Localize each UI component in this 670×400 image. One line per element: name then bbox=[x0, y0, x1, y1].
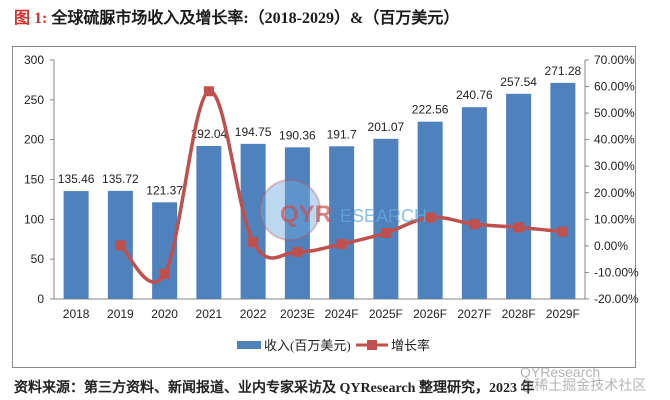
chart-frame bbox=[12, 46, 636, 368]
revenue-bar bbox=[196, 146, 222, 299]
legend-label-revenue: 收入(百万美元) bbox=[264, 338, 351, 353]
revenue-data-label: 190.36 bbox=[279, 128, 316, 142]
right-axis-tick: 70.00% bbox=[594, 53, 635, 67]
growth-rate-marker bbox=[336, 239, 347, 250]
legend-swatch-revenue bbox=[237, 341, 261, 349]
watermark-line-1: QYResearch bbox=[520, 364, 601, 380]
left-axis-tick: 100 bbox=[24, 212, 44, 226]
revenue-bar bbox=[506, 93, 532, 299]
left-axis-tick: 300 bbox=[24, 53, 44, 67]
growth-rate-line bbox=[115, 86, 568, 284]
left-axis-tick: 150 bbox=[24, 173, 44, 187]
x-axis-label: 2026F bbox=[413, 307, 447, 321]
revenue-data-label: 271.28 bbox=[545, 64, 582, 78]
x-axis-label: 2020 bbox=[151, 307, 178, 321]
x-axis-label: 2025F bbox=[369, 307, 403, 321]
left-axis-tick: 200 bbox=[24, 133, 44, 147]
revenue-data-labels: 135.46 135.72 121.37 192.04 194.75 190.36 191.… bbox=[58, 64, 582, 197]
growth-rate-marker bbox=[513, 222, 524, 233]
revenue-bar bbox=[63, 191, 89, 299]
watermark-line-2: @稀土掘金技术社区 bbox=[520, 377, 647, 393]
right-axis-tick: 10.00% bbox=[594, 212, 635, 226]
revenue-data-label: 121.37 bbox=[146, 183, 183, 197]
revenue-bar bbox=[373, 138, 399, 299]
corner-watermark: QYResearch @稀土掘金技术社区 bbox=[520, 364, 647, 393]
x-axis-label: 2027F bbox=[457, 307, 491, 321]
figure-title: 全球硫脲市场收入及增长率:（2018-2029）&（百万美元） bbox=[51, 10, 460, 27]
growth-rate-marker bbox=[292, 246, 303, 257]
right-axis-tick: 20.00% bbox=[594, 186, 635, 200]
revenue-bar bbox=[284, 147, 310, 299]
revenue-data-label: 191.7 bbox=[327, 127, 357, 141]
revenue-data-label: 222.56 bbox=[412, 103, 449, 117]
x-axis-label: 2024F bbox=[325, 307, 359, 321]
x-axis-label: 2028F bbox=[502, 307, 536, 321]
revenue-bar bbox=[417, 121, 443, 299]
revenue-data-label: 201.07 bbox=[368, 120, 405, 134]
right-axis-tick: -20.00% bbox=[594, 292, 639, 306]
growth-rate-marker bbox=[115, 240, 126, 251]
revenue-data-label: 194.75 bbox=[235, 125, 272, 139]
right-axis-tick: 0.00% bbox=[594, 239, 628, 253]
x-axis-label: 2023E bbox=[280, 307, 315, 321]
growth-rate-marker bbox=[248, 237, 259, 248]
legend-swatch-growth-marker bbox=[367, 340, 377, 350]
revenue-data-label: 135.72 bbox=[102, 172, 139, 186]
x-axis-label: 2018 bbox=[63, 307, 90, 321]
legend-label-growth: 增长率 bbox=[391, 338, 430, 353]
growth-rate-marker bbox=[203, 86, 214, 97]
x-axis-label: 2021 bbox=[196, 307, 223, 321]
right-axis-tick: 30.00% bbox=[594, 159, 635, 173]
right-axis-tick: 60.00% bbox=[594, 80, 635, 94]
source-note: 资料来源：第三方资料、新闻报道、业内专家采访及 QYResearch 整理研究，… bbox=[14, 381, 535, 396]
growth-rate-marker bbox=[425, 212, 436, 223]
revenue-data-label: 135.46 bbox=[58, 172, 95, 186]
right-axis-tick: 40.00% bbox=[594, 133, 635, 147]
x-axis-labels: 2018 2019 2020 2021 2022 2023E 2024F 2025F 2026F… bbox=[63, 307, 580, 321]
revenue-bars bbox=[63, 82, 576, 299]
x-axis-label: 2019 bbox=[107, 307, 134, 321]
left-y-axis: 0 50 100 150 200 250 300 bbox=[24, 53, 585, 306]
x-axis-label: 2022 bbox=[240, 307, 267, 321]
right-axis-tick: 50.00% bbox=[594, 106, 635, 120]
chart-legend: 收入(百万美元) 增长率 bbox=[237, 338, 430, 353]
revenue-bar bbox=[329, 146, 355, 299]
revenue-data-label: 257.54 bbox=[500, 75, 537, 89]
right-y-axis: -20.00% -10.00% 0.00% 10.00% 20.00% 30.00% 40.… bbox=[584, 53, 639, 306]
left-axis-tick: 50 bbox=[31, 252, 45, 266]
growth-rate-marker bbox=[380, 227, 391, 238]
chart-title: 图 1: 全球硫脲市场收入及增长率:（2018-2029）&（百万美元） bbox=[14, 4, 459, 28]
revenue-bar bbox=[550, 82, 576, 299]
left-axis-tick: 0 bbox=[37, 292, 44, 306]
x-axis-label: 2029F bbox=[546, 307, 580, 321]
growth-rate-marker bbox=[159, 268, 170, 279]
growth-rate-marker bbox=[557, 226, 568, 237]
figure-label: 图 1: bbox=[14, 10, 48, 27]
left-axis-tick: 250 bbox=[24, 93, 44, 107]
right-axis-tick: -10.00% bbox=[594, 265, 639, 279]
revenue-data-label: 192.04 bbox=[191, 127, 228, 141]
revenue-data-label: 240.76 bbox=[456, 88, 493, 102]
revenue-bar bbox=[461, 107, 487, 299]
growth-rate-marker bbox=[469, 219, 480, 230]
